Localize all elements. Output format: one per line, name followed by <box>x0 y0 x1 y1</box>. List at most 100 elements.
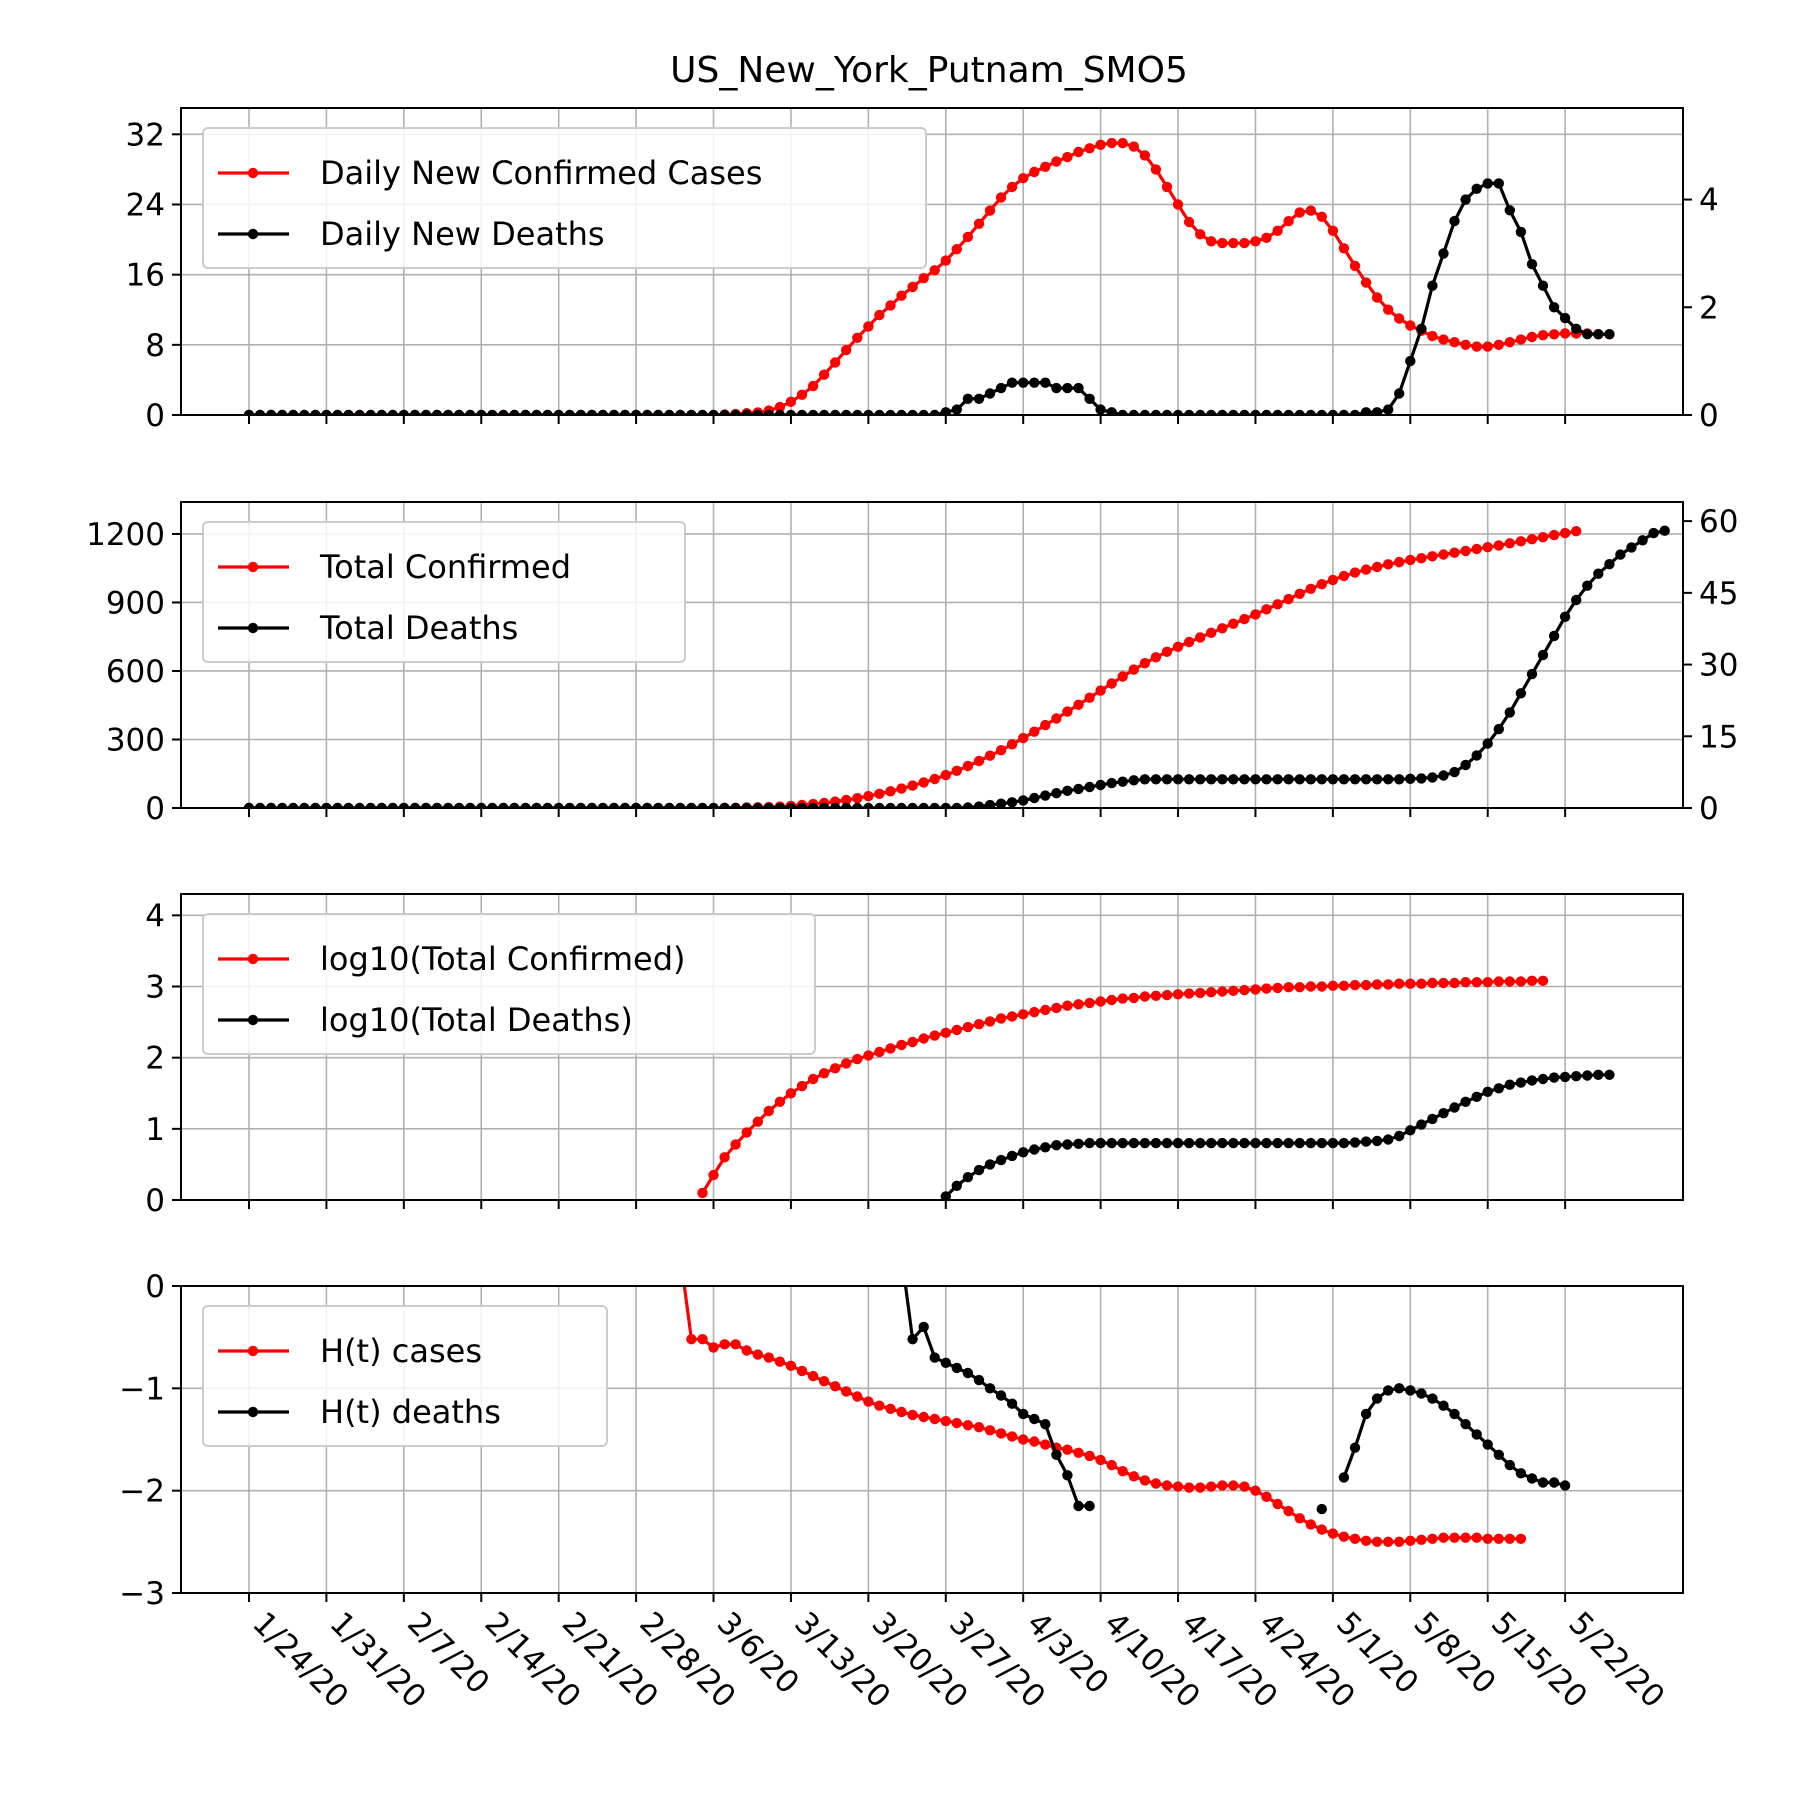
x-tick-label: 5/8/20 <box>1407 1605 1503 1701</box>
data-point <box>1471 543 1482 555</box>
data-point <box>796 389 808 400</box>
data-point <box>774 401 786 413</box>
data-point <box>995 192 1007 203</box>
data-point <box>1338 409 1350 415</box>
data-point <box>1427 1113 1438 1125</box>
data-point <box>1006 1011 1018 1022</box>
data-point <box>841 802 852 808</box>
y-tick-label-left: 3 <box>145 970 165 1006</box>
data-point <box>1471 1091 1482 1103</box>
data-point <box>586 409 598 415</box>
data-point <box>863 1050 874 1061</box>
data-point <box>973 1374 985 1386</box>
data-point <box>1206 1481 1217 1492</box>
axes-frame <box>180 107 1684 416</box>
data-point <box>730 1139 741 1150</box>
data-point <box>896 409 907 415</box>
data-point <box>1526 1075 1538 1086</box>
data-point <box>1371 1135 1383 1147</box>
data-point <box>288 802 299 808</box>
data-point <box>1139 1475 1151 1486</box>
data-point <box>796 1080 808 1092</box>
data-point <box>1427 330 1438 342</box>
data-point <box>1460 759 1471 771</box>
data-point <box>553 409 564 415</box>
data-point <box>1582 1070 1593 1081</box>
data-point <box>1095 779 1106 791</box>
data-point <box>697 1187 708 1199</box>
data-point <box>896 783 907 794</box>
data-point <box>940 1357 951 1369</box>
data-point <box>852 802 863 808</box>
data-point <box>575 409 586 415</box>
data-point <box>741 1345 752 1356</box>
data-point <box>863 802 874 808</box>
data-point <box>321 409 332 415</box>
y-tick-label-right: 2 <box>1699 290 1719 326</box>
data-point <box>1150 774 1162 785</box>
data-point <box>398 409 409 415</box>
data-point <box>564 802 575 808</box>
data-point <box>907 409 918 415</box>
data-point <box>1360 277 1372 288</box>
data-point <box>984 1425 996 1436</box>
data-point <box>1139 409 1151 415</box>
data-point <box>1305 409 1316 415</box>
data-point <box>951 802 962 808</box>
legend-swatch-marker <box>247 1345 259 1357</box>
data-point <box>619 802 631 808</box>
data-point <box>1305 774 1317 785</box>
data-point <box>1228 1480 1239 1491</box>
data-point <box>675 802 686 808</box>
data-point <box>1604 559 1615 570</box>
data-point <box>708 1342 719 1353</box>
data-point <box>1327 1528 1339 1539</box>
data-point <box>1460 339 1471 350</box>
data-point <box>1195 632 1206 643</box>
data-point <box>929 1413 940 1425</box>
data-point <box>664 409 675 415</box>
data-point <box>907 780 918 791</box>
data-point <box>1150 652 1162 663</box>
data-point <box>1217 774 1228 785</box>
data-point <box>907 1036 918 1048</box>
data-point <box>1349 567 1361 578</box>
data-point <box>453 802 465 808</box>
data-point <box>1062 785 1073 796</box>
data-point <box>830 1063 841 1074</box>
data-point <box>1283 982 1294 993</box>
data-point <box>531 802 542 808</box>
data-point <box>973 755 985 767</box>
data-point <box>763 802 774 808</box>
data-point <box>1084 692 1095 703</box>
data-point <box>1106 1459 1117 1471</box>
data-point <box>1471 1532 1482 1543</box>
data-point <box>1416 553 1427 564</box>
data-point <box>1006 377 1018 388</box>
data-point <box>1526 331 1538 343</box>
data-point <box>852 409 863 415</box>
data-point <box>1250 409 1261 415</box>
data-point <box>1283 216 1294 227</box>
data-point <box>1460 1532 1471 1543</box>
data-point <box>1493 1083 1505 1094</box>
data-point <box>619 409 631 415</box>
data-point <box>1261 774 1272 785</box>
series-daily-new-deaths <box>243 178 1615 415</box>
data-point <box>796 1365 808 1377</box>
data-point <box>1637 535 1648 546</box>
data-point <box>1482 1439 1493 1450</box>
series-log10-total-confirmed <box>697 975 1549 1199</box>
legend-swatch-marker <box>247 561 259 573</box>
data-point <box>1117 776 1128 787</box>
data-point <box>686 1334 697 1345</box>
data-point <box>885 1403 896 1415</box>
data-point <box>951 1024 962 1036</box>
data-point <box>1117 671 1128 682</box>
data-point <box>1261 1137 1272 1149</box>
data-point <box>1239 774 1250 785</box>
data-point <box>1405 1125 1416 1136</box>
data-point <box>442 409 454 415</box>
data-point <box>520 409 531 415</box>
